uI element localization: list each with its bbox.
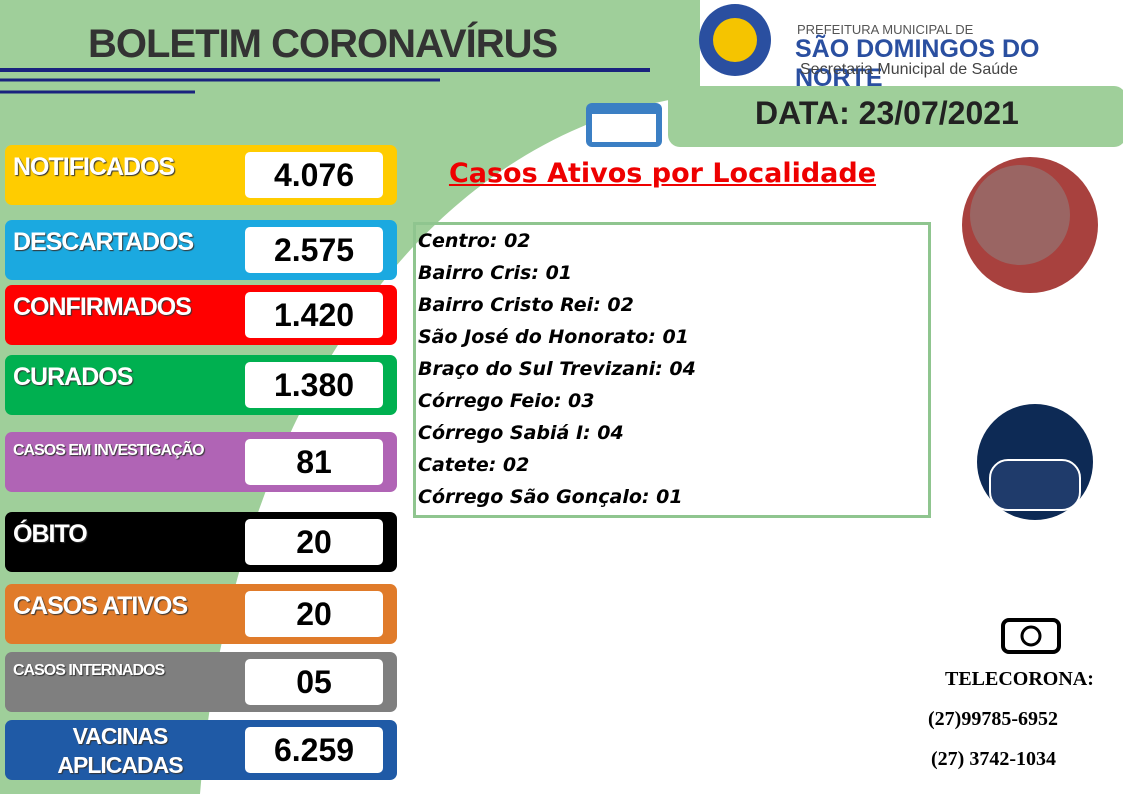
stat-label: DESCARTADOS bbox=[13, 228, 194, 256]
stat-box: CURADOS 1.380 bbox=[5, 355, 397, 415]
stat-value: 1.380 bbox=[245, 362, 383, 408]
phone-number: (27)99785-6952 bbox=[928, 708, 1058, 730]
org-line: PREFEITURA MUNICIPAL DE bbox=[797, 22, 974, 37]
stat-box: DESCARTADOS 2.575 bbox=[5, 220, 397, 280]
locality-item: Braço do Sul Trevizani: 04 bbox=[418, 358, 696, 380]
locality-item: Catete: 02 bbox=[418, 454, 530, 476]
stat-label: ÓBITO bbox=[13, 520, 88, 548]
stat-box: CASOS INTERNADOS 05 bbox=[5, 652, 397, 712]
calendar-icon bbox=[586, 103, 662, 147]
logo bbox=[699, 4, 771, 76]
stat-value: 20 bbox=[245, 591, 383, 637]
stat-label: CURADOS bbox=[13, 363, 133, 391]
stat-value: 4.076 bbox=[245, 152, 383, 198]
org-name: SÃO DOMINGOS DO NORTE bbox=[795, 35, 1040, 92]
virus-image bbox=[962, 157, 1098, 293]
stat-box: VACINAS APLICADAS 6.259 bbox=[5, 720, 397, 780]
localities-box: Centro: 02 Bairro Cris: 01 Bairro Cristo R… bbox=[413, 222, 931, 518]
stat-value: 2.575 bbox=[245, 227, 383, 273]
stat-value: 1.420 bbox=[245, 292, 383, 338]
locality-item: Bairro Cristo Rei: 02 bbox=[418, 294, 634, 316]
date: DATA: 23/07/2021 bbox=[755, 95, 1019, 131]
stat-label: CASOS EM INVESTIGAÇÃO bbox=[13, 442, 205, 459]
contact-label: TELECORONA: bbox=[945, 668, 1094, 690]
stat-value: 81 bbox=[245, 439, 383, 485]
stat-label: NOTIFICADOS bbox=[13, 153, 175, 181]
stat-label: CASOS ATIVOS bbox=[13, 592, 188, 620]
stat-box: CASOS ATIVOS 20 bbox=[5, 584, 397, 644]
stat-label: VACINAS APLICADAS bbox=[57, 723, 183, 778]
phones: (27)99785-6952 (27) 3742-1034 bbox=[928, 708, 1058, 788]
stat-box: NOTIFICADOS 4.076 bbox=[5, 145, 397, 205]
locality-item: Centro: 02 bbox=[418, 230, 531, 252]
stat-value: 20 bbox=[245, 519, 383, 565]
stat-box: CONFIRMADOS 1.420 bbox=[5, 285, 397, 345]
mask-icon bbox=[977, 404, 1093, 520]
org-dept: Secretaria Municipal de Saúde bbox=[800, 61, 1018, 78]
stat-label: CASOS INTERNADOS bbox=[13, 662, 165, 679]
locality-item: Córrego Feio: 03 bbox=[418, 390, 595, 412]
phone-number: (27) 3742-1034 bbox=[931, 748, 1056, 770]
stat-label: CONFIRMADOS bbox=[13, 293, 192, 321]
phone-icon bbox=[1001, 618, 1061, 654]
stat-value: 05 bbox=[245, 659, 383, 705]
locality-item: São José do Honorato: 01 bbox=[418, 326, 689, 348]
stat-box: CASOS EM INVESTIGAÇÃO 81 bbox=[5, 432, 397, 492]
locality-item: Córrego São Gonçalo: 01 bbox=[418, 486, 683, 508]
stat-value: 6.259 bbox=[245, 727, 383, 773]
title: BOLETIM CORONAVÍRUS bbox=[88, 22, 558, 66]
locality-item: Córrego Sabiá I: 04 bbox=[418, 422, 624, 444]
localities-title: Casos Ativos por Localidade bbox=[448, 158, 877, 189]
stat-box: ÓBITO 20 bbox=[5, 512, 397, 572]
locality-item: Bairro Cris: 01 bbox=[418, 262, 573, 284]
